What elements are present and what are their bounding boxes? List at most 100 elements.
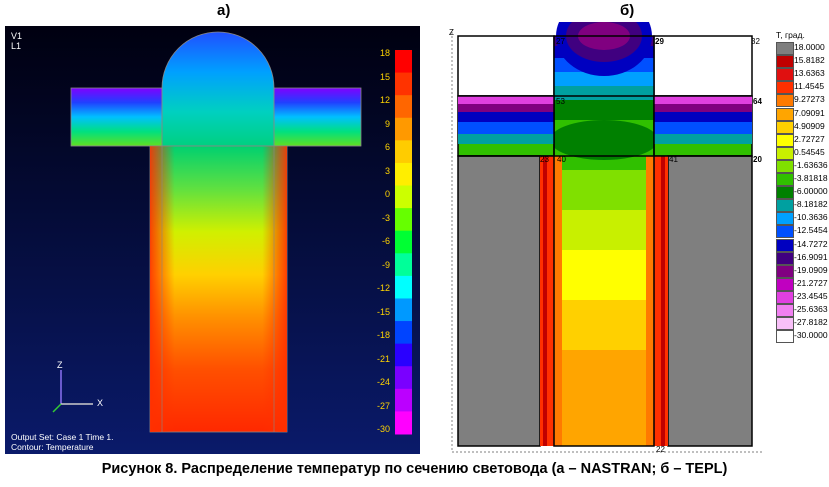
legend-swatch: [776, 290, 794, 304]
scale-tick-label: -3: [381, 212, 390, 223]
scale-swatch: [395, 321, 412, 345]
scale-swatch: [395, 275, 412, 299]
scale-tick-label: 9: [384, 118, 390, 129]
legend-swatch: [776, 146, 794, 160]
node-22: 22: [656, 445, 665, 454]
legend-swatch: [776, 42, 794, 55]
layer-label: L1: [11, 41, 22, 51]
legend-swatch: [776, 317, 794, 331]
legend-label: -14.7272: [794, 238, 828, 249]
node-23: 23: [540, 155, 549, 164]
node-64: 64: [753, 97, 762, 106]
legend-label: 7.09091: [794, 107, 825, 118]
legend-swatch: [776, 133, 794, 147]
scale-swatch: [395, 50, 412, 74]
axis-z-label: Z: [57, 360, 63, 370]
scale-tick-label: 15: [379, 71, 390, 82]
scale-tick-label: 0: [384, 189, 390, 199]
scale-swatch: [395, 95, 412, 119]
node-29: 29: [655, 37, 664, 46]
legend-label: -25.6363: [794, 304, 828, 314]
node-20: 20: [753, 155, 762, 164]
legend-swatch: [776, 330, 794, 344]
node-27: 27: [556, 37, 565, 46]
legend-label: -3.81818: [794, 173, 828, 183]
legend-swatch: [776, 68, 794, 82]
legend-swatch: [776, 55, 794, 69]
node-32: 32: [751, 37, 760, 46]
legend-label: -10.3636: [794, 212, 828, 223]
legend-label: 9.27273: [794, 94, 825, 105]
legend-label: -8.18182: [794, 199, 828, 210]
scale-swatch: [395, 208, 412, 232]
nastran-color-scale: [395, 50, 412, 435]
legend-label: -19.0909: [794, 264, 828, 275]
scale-tick-label: -18: [376, 330, 390, 340]
legend-swatch: [776, 186, 794, 200]
node-41: 41: [669, 155, 678, 164]
scale-tick-label: -15: [376, 306, 390, 317]
scale-swatch: [395, 411, 412, 435]
legend-label: 15.8182: [794, 55, 825, 66]
node-40: 40: [557, 155, 566, 164]
legend-label: 13.6363: [794, 68, 825, 79]
legend-label: 0.54545: [794, 146, 825, 157]
scale-tick-label: -27: [376, 400, 390, 411]
node-53: 53: [556, 97, 565, 106]
scale-tick-label: -6: [381, 236, 390, 246]
scale-swatch: [395, 72, 412, 96]
scale-swatch: [395, 298, 412, 322]
legend-swatch: [776, 107, 794, 121]
legend-swatch: [776, 120, 794, 134]
axis-triad: [52, 370, 93, 413]
scale-tick-label: 12: [379, 95, 390, 105]
view-label: V1: [11, 31, 23, 41]
legend-label: 4.90909: [794, 120, 825, 131]
axis-x-label: X: [97, 398, 104, 408]
legend-label: -21.2727: [794, 277, 828, 288]
scale-swatch: [395, 117, 412, 141]
tepl-contour-plot: [451, 22, 762, 453]
nastran-contour-plot: [52, 31, 412, 435]
legend-swatch: [776, 238, 794, 252]
legend-label: -27.8182: [794, 317, 828, 328]
scale-tick-label: -9: [381, 259, 390, 270]
scale-swatch: [395, 140, 412, 164]
scale-swatch: [395, 366, 412, 390]
scale-tick-label: -30: [376, 424, 390, 434]
scale-swatch: [395, 162, 412, 187]
scale-tick-label: 18: [379, 48, 390, 58]
scale-tick-label: -24: [376, 377, 390, 387]
figure-caption: Рисунок 8. Распределение температур по с…: [101, 461, 728, 477]
scale-swatch: [395, 388, 412, 412]
tepl-legend-title: T, град.: [776, 30, 805, 40]
legend-swatch: [776, 199, 794, 213]
scale-swatch: [395, 230, 412, 254]
panel-a-label: а): [217, 2, 231, 19]
legend-label: -12.5454: [794, 225, 828, 236]
scale-tick-label: 6: [384, 142, 390, 152]
legend-label: -16.9091: [794, 251, 828, 262]
legend-label: 2.72727: [794, 133, 825, 144]
output-set-label: Output Set: Case 1 Time 1.: [11, 432, 114, 442]
contour-label: Contour: Temperature: [11, 442, 94, 452]
scale-tick-label: -12: [376, 283, 390, 293]
legend-label: -1.63636: [794, 159, 828, 170]
legend-swatch: [776, 81, 794, 95]
scale-tick-label: -21: [376, 353, 390, 364]
legend-label: 18.0000: [794, 42, 825, 52]
legend-swatch: [776, 264, 794, 278]
legend-swatch: [776, 212, 794, 226]
legend-swatch: [776, 251, 794, 265]
panel-b-label: б): [620, 2, 635, 19]
scale-swatch: [395, 253, 412, 277]
legend-label: 11.4545: [794, 81, 825, 92]
legend-swatch: [776, 173, 794, 186]
legend-label: -23.4545: [794, 290, 828, 301]
legend-swatch: [776, 94, 794, 108]
legend-swatch: [776, 304, 794, 317]
nastran-panel: V1 L1: [5, 26, 420, 454]
tepl-axis-z-label: Z: [449, 28, 454, 37]
legend-label: -6.00000: [794, 186, 828, 197]
scale-swatch: [395, 185, 412, 209]
